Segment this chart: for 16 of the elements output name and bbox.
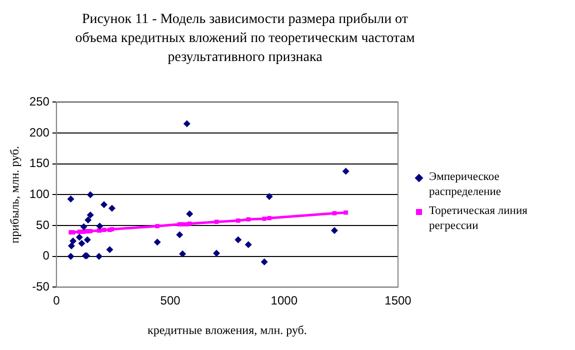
x-axis-title: кредитные вложения, млн. руб. — [148, 322, 307, 337]
y-tick-label: 250 — [29, 94, 50, 109]
x-tick-label: 0 — [53, 294, 60, 308]
y-tick-label: 0 — [42, 248, 50, 263]
y-tick-label: -50 — [32, 280, 50, 294]
x-tick-label: 1500 — [384, 294, 412, 308]
chart-title: Рисунок 11 - Модель зависимости размера прибыли от объема кредитных вложений по теоретическим частотам результативного признака — [75, 11, 415, 67]
legend-label: Эмперическое распределение — [429, 170, 502, 200]
x-tick-label: 500 — [160, 294, 181, 308]
legend-label: Торетическая линия регрессии — [429, 204, 528, 234]
y-tick-label: 50 — [36, 218, 50, 232]
y-tick-label: 100 — [29, 187, 50, 202]
y-axis-title: прибыль, млн. руб. — [7, 146, 22, 244]
x-tick-label: 1000 — [270, 294, 298, 308]
y-tick-label: 150 — [29, 156, 50, 170]
y-tick-label: 200 — [29, 125, 50, 140]
